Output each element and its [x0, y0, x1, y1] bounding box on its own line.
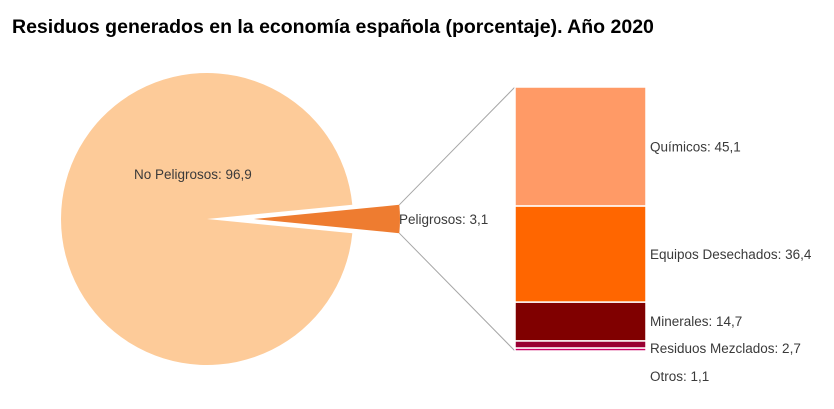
connector-line-top [398, 86, 516, 206]
data-label-quimicos: Químicos: 45,1 [650, 140, 741, 155]
data-label-residuos-mezclados: Residuos Mezclados: 2,7 [650, 341, 801, 356]
data-label-minerales: Minerales: 14,7 [650, 314, 742, 329]
data-label-otros: Otros: 1,1 [650, 369, 709, 384]
bar-segment-residuos-mezclados [514, 340, 647, 349]
bar-segment-equipos-desechados [514, 205, 647, 303]
chart-title: Residuos generados en la economía españo… [12, 16, 654, 38]
bar-segment-quimicos [514, 86, 647, 207]
bar-segment-minerales [514, 301, 647, 342]
pie-slice-peligrosos [254, 204, 401, 234]
connector-lines [398, 86, 516, 352]
connector-line-bottom [398, 232, 516, 352]
pie-slice-no-peligrosos [61, 72, 353, 366]
data-label-peligrosos: Peligrosos: 3,1 [399, 212, 488, 227]
data-labels: No Peligrosos: 96,9 Peligrosos: 3,1 Químic… [134, 140, 812, 385]
bar-segment-otros [514, 347, 647, 352]
pie [61, 72, 401, 366]
data-label-equipos-desechados: Equipos Desechados: 36,4 [650, 247, 812, 262]
data-label-no-peligrosos: No Peligrosos: 96,9 [134, 167, 252, 182]
stacked-bar [514, 86, 647, 352]
